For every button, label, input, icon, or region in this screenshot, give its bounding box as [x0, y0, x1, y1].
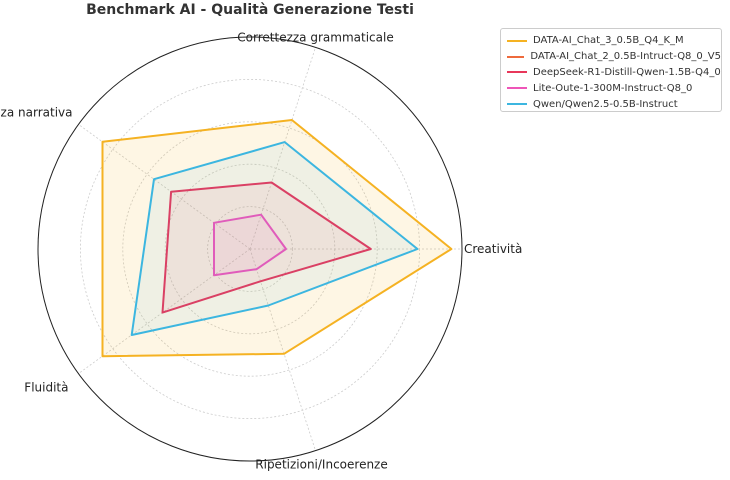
legend-swatch [507, 103, 527, 106]
grid-spoke [249, 47, 316, 250]
legend-swatch [507, 39, 527, 42]
legend-label: DATA-AI_Chat_3_0.5B_Q4_K_M [533, 35, 684, 47]
series-polygon-3 [213, 213, 287, 277]
axis-label: Fluidità [24, 381, 68, 395]
axis-label: Correttezza grammaticale [237, 30, 393, 44]
axis-label: Creatività [464, 242, 522, 256]
legend-swatch [507, 87, 527, 90]
axis-label: Coerenza narrativa [0, 105, 72, 119]
chart-title: Benchmark AI - Qualità Generazione Testi [86, 2, 414, 18]
legend-item: Qwen/Qwen2.5-0.5B-Instruct [507, 96, 721, 112]
legend-swatch [507, 55, 525, 58]
grid-ring [207, 206, 293, 292]
axis-label: Ripetizioni/Incoerenze [255, 458, 387, 472]
legend-label: Lite-Oute-1-300M-Instruct-Q8_0 [533, 82, 693, 94]
legend-item: DATA-AI_Chat_2_0.5B-Intruct-Q8_0_V5 [507, 49, 721, 65]
legend-swatch [507, 71, 527, 74]
legend-item: Lite-Oute-1-300M-Instruct-Q8_0 [507, 80, 721, 96]
legend-item: DATA-AI_Chat_3_0.5B_Q4_K_M [507, 33, 721, 49]
series-polygon-2 [161, 181, 372, 314]
grid-spoke [249, 248, 316, 451]
polar-frame [37, 36, 463, 462]
series-polygon-4 [130, 141, 419, 336]
legend-item: DeepSeek-R1-Distill-Qwen-1.5B-Q4_0 [507, 65, 721, 81]
grid-ring [122, 121, 378, 377]
legend-label: DATA-AI_Chat_2_0.5B-Intruct-Q8_0_V5 [530, 51, 721, 63]
legend-label: Qwen/Qwen2.5-0.5B-Instruct [533, 98, 678, 110]
legend: DATA-AI_Chat_3_0.5B_Q4_K_M DATA-AI_Chat_2… [500, 28, 722, 112]
legend-label: DeepSeek-R1-Distill-Qwen-1.5B-Q4_0 [533, 66, 721, 78]
grid-spoke [78, 124, 251, 250]
